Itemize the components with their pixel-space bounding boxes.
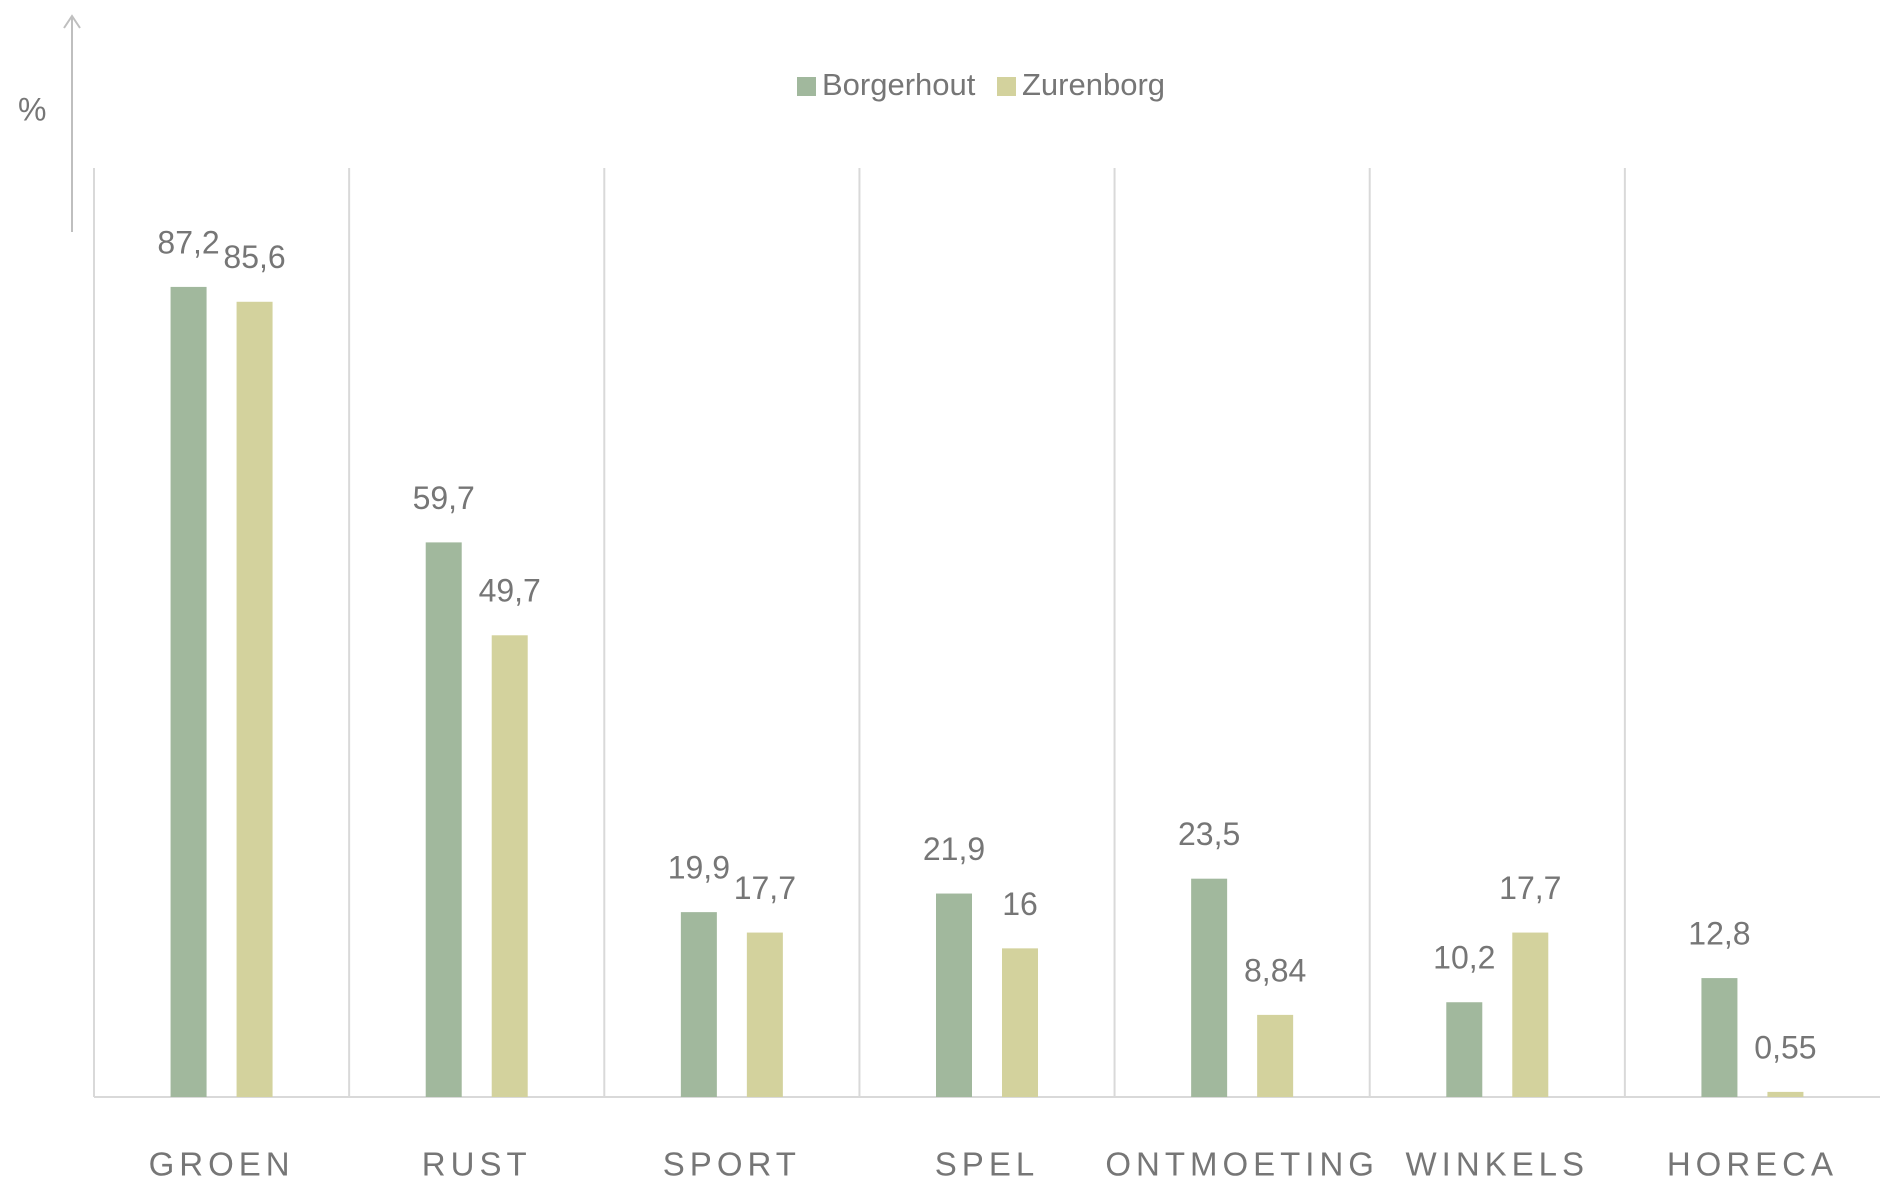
bar <box>1512 932 1549 1097</box>
x-tick-label: WINKELS <box>1406 1146 1590 1182</box>
bar <box>1257 1014 1294 1097</box>
bar <box>170 286 207 1097</box>
bar <box>491 635 528 1097</box>
data-label: 8,84 <box>1244 952 1306 988</box>
data-label: 19,9 <box>668 850 730 886</box>
bar <box>680 912 717 1097</box>
bar <box>236 301 273 1097</box>
bar <box>1446 1002 1483 1097</box>
bar <box>425 542 462 1097</box>
data-label: 49,7 <box>479 573 541 609</box>
bar <box>1002 948 1038 1097</box>
data-label: 59,7 <box>413 480 475 516</box>
data-label: 87,2 <box>157 224 219 260</box>
data-label: 21,9 <box>923 831 985 867</box>
x-tick-label: ONTMOETING <box>1105 1146 1379 1182</box>
legend-swatch <box>997 77 1016 96</box>
bar <box>1767 1091 1804 1097</box>
x-tick-label: HORECA <box>1667 1146 1838 1182</box>
legend-swatch <box>797 77 816 96</box>
y-arrow-head <box>63 14 81 29</box>
data-label: 23,5 <box>1178 816 1240 852</box>
data-label: 17,7 <box>734 870 796 906</box>
bar <box>1191 878 1228 1097</box>
data-label: 10,2 <box>1433 940 1495 976</box>
bar <box>936 893 972 1097</box>
x-tick-label: GROEN <box>149 1146 295 1182</box>
x-tick-label: RUST <box>422 1146 532 1182</box>
y-axis-label: % <box>18 91 46 127</box>
data-label: 85,6 <box>223 239 285 275</box>
bar <box>746 932 783 1097</box>
data-label: 0,55 <box>1754 1029 1816 1065</box>
bar <box>1701 978 1738 1097</box>
legend-label: Borgerhout <box>822 67 976 102</box>
x-tick-label: SPEL <box>935 1146 1039 1182</box>
legend-label: Zurenborg <box>1022 67 1165 102</box>
data-label: 17,7 <box>1499 870 1561 906</box>
data-label: 12,8 <box>1688 916 1750 952</box>
data-label: 16 <box>1002 886 1038 922</box>
x-tick-label: SPORT <box>663 1146 801 1182</box>
